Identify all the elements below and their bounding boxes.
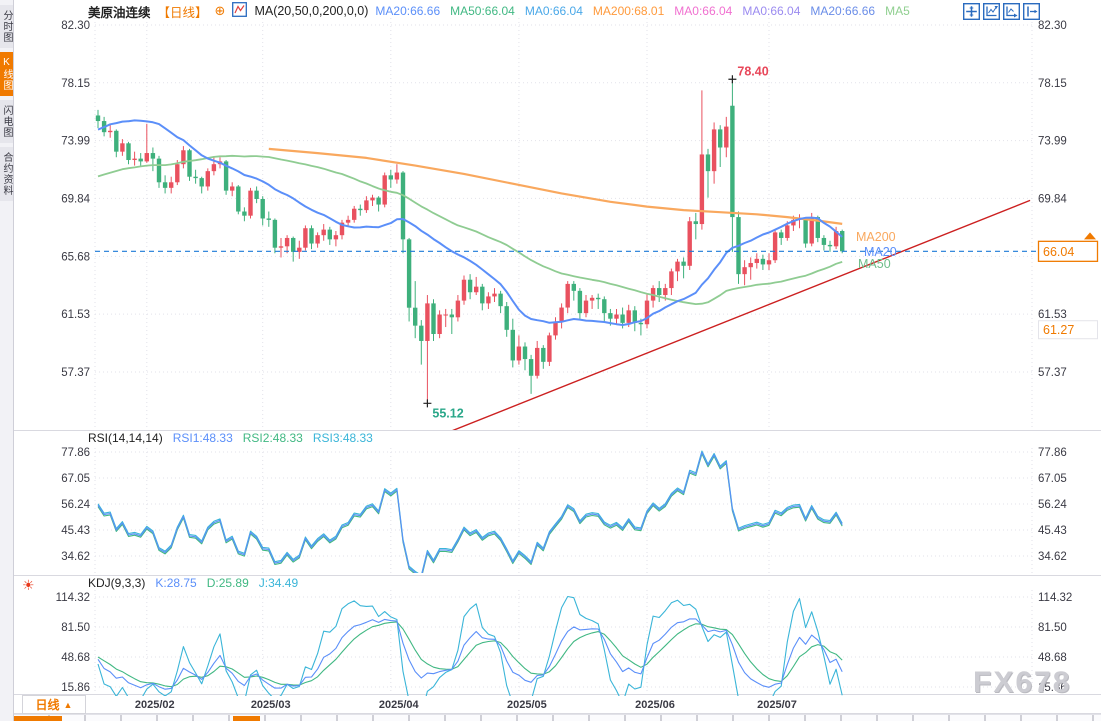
kdj-lines: [97, 595, 843, 696]
svg-text:2025/06: 2025/06: [635, 699, 675, 711]
ma-formula: MA(20,50,0,200,0,0): [254, 4, 369, 18]
candles-layer: [95, 79, 845, 404]
svg-text:34.62: 34.62: [61, 551, 90, 563]
right-axis-markers: 66.04 61.27: [1037, 232, 1099, 340]
svg-text:77.86: 77.86: [1038, 447, 1067, 459]
svg-text:78.40: 78.40: [737, 64, 768, 78]
svg-text:61.27: 61.27: [1043, 323, 1074, 337]
rsi-readout-1: RSI1:48.33: [172, 431, 233, 445]
rsi-title: RSI(14,14,14): [88, 431, 163, 445]
svg-text:34.62: 34.62: [1038, 551, 1067, 563]
svg-text:73.99: 73.99: [61, 136, 90, 148]
rsi-lines: [97, 450, 843, 573]
svg-text:67.05: 67.05: [1038, 473, 1067, 485]
period-selector-label: 日线: [35, 698, 60, 712]
svg-text:61.53: 61.53: [1038, 309, 1067, 321]
svg-text:78.15: 78.15: [61, 78, 90, 90]
indicator-settings-sun-icon[interactable]: ☀: [22, 577, 35, 593]
svg-text:2025/07: 2025/07: [757, 699, 797, 711]
svg-text:69.84: 69.84: [1038, 193, 1067, 205]
axis-labels: 82.30 82.30 78.15 78.15 73.99 73.99 69.84 69.84…: [56, 20, 1073, 711]
sidebar-tab-2[interactable]: K线图: [0, 52, 13, 96]
kdj-readout-3: J:34.49: [258, 576, 299, 590]
rsi-readout-2: RSI2:48.33: [242, 431, 303, 445]
rsi-panel-header: RSI(14,14,14) RSI1:48.33 RSI2:48.33 RSI3:4…: [88, 431, 373, 445]
ma-readout-4: MA200:68.01: [592, 4, 665, 18]
ma-readout-6: MA0:66.04: [742, 4, 801, 18]
left-sidebar: 分时图 K线图闪电图合约资料: [0, 0, 14, 721]
svg-text:114.32: 114.32: [56, 592, 90, 604]
time-scale-axis-icon[interactable]: [1003, 3, 1020, 20]
sidebar-tab-4[interactable]: 合约资料: [0, 147, 13, 201]
kdj-readouts: K:28.75 D:25.89 J:34.49: [155, 576, 298, 590]
svg-text:48.68: 48.68: [1038, 652, 1067, 664]
add-indicator-icon[interactable]: ⊕: [214, 3, 226, 18]
shift-chart-right-icon[interactable]: [1023, 3, 1040, 20]
period-selector[interactable]: 日线 ▲: [22, 695, 86, 714]
time-scrollbar[interactable]: [14, 714, 1101, 721]
ma-readouts: MA20:66.66 MA50:66.04 MA0:66.04 MA200:68.01…: [375, 4, 909, 18]
svg-text:45.43: 45.43: [1038, 525, 1067, 537]
svg-text:81.50: 81.50: [1038, 622, 1067, 634]
svg-text:56.24: 56.24: [1038, 499, 1067, 511]
svg-text:56.24: 56.24: [61, 499, 90, 511]
ma-readout-5: MA0:66.04: [674, 4, 733, 18]
crosshair-pan-icon[interactable]: [963, 3, 980, 20]
svg-text:2025/04: 2025/04: [379, 699, 420, 711]
rsi-readout-3: RSI3:48.33: [312, 431, 373, 445]
svg-text:15.86: 15.86: [61, 682, 90, 694]
svg-text:67.05: 67.05: [61, 473, 90, 485]
svg-text:MA200: MA200: [856, 230, 896, 244]
rsi-readouts: RSI1:48.33 RSI2:48.33 RSI3:48.33: [173, 431, 373, 445]
chart-type-icon[interactable]: [232, 2, 248, 20]
svg-text:78.15: 78.15: [1038, 78, 1067, 90]
svg-text:57.37: 57.37: [1038, 367, 1067, 379]
kdj-readout-1: K:28.75: [155, 576, 197, 590]
svg-text:2025/02: 2025/02: [135, 699, 175, 711]
svg-text:73.99: 73.99: [1038, 136, 1067, 148]
svg-text:48.68: 48.68: [61, 652, 90, 664]
svg-text:55.12: 55.12: [432, 406, 463, 420]
ma-readout-7: MA20:66.66: [810, 4, 876, 18]
svg-text:77.86: 77.86: [61, 447, 90, 459]
ma-readout-3: MA0:66.04: [524, 4, 583, 18]
svg-text:2025/05: 2025/05: [507, 699, 547, 711]
auto-scale-axis-icon[interactable]: [983, 3, 1000, 20]
trendline[interactable]: [447, 199, 1031, 432]
symbol-title: 美原油连续: [88, 5, 151, 20]
kdj-title: KDJ(9,3,3): [88, 576, 146, 590]
period-tag: 【日线】: [157, 5, 208, 20]
period-dropdown-arrow-icon: ▲: [63, 699, 73, 710]
svg-text:82.30: 82.30: [61, 20, 90, 32]
chart-topbar: 美原油连续 【日线】 ⊕ MA(20,50,0,200,0,0) MA20:66…: [88, 1, 910, 21]
svg-text:66.04: 66.04: [1043, 245, 1074, 259]
kdj-readout-2: D:25.89: [206, 576, 249, 590]
ma-readout-8: MA5: [885, 4, 910, 18]
scrollbar-thumb[interactable]: [14, 716, 62, 721]
svg-text:15.86: 15.86: [1038, 682, 1067, 694]
svg-text:81.50: 81.50: [61, 622, 90, 634]
svg-text:82.30: 82.30: [1038, 20, 1067, 32]
sidebar-tab-3[interactable]: 闪电图: [0, 100, 13, 143]
ma-readout-1: MA20:66.66: [375, 4, 441, 18]
ma-lines: [97, 119, 843, 326]
svg-text:2025/03: 2025/03: [251, 699, 291, 711]
svg-text:MA20: MA20: [864, 245, 897, 259]
svg-text:MA50: MA50: [858, 257, 891, 271]
ma-readout-2: MA50:66.04: [450, 4, 515, 18]
svg-text:69.84: 69.84: [61, 193, 90, 205]
gridlines: [14, 18, 1101, 714]
svg-text:65.68: 65.68: [61, 251, 90, 263]
sidebar-tab-1[interactable]: 分时图: [0, 5, 13, 48]
fx678-watermark: FX678: [973, 666, 1072, 699]
scrollbar-thumb[interactable]: [233, 716, 260, 721]
kdj-panel-header: KDJ(9,3,3) K:28.75 D:25.89 J:34.49: [88, 576, 298, 590]
chart-tools: [963, 3, 1040, 20]
svg-text:57.37: 57.37: [61, 367, 90, 379]
svg-text:45.43: 45.43: [61, 525, 90, 537]
svg-text:61.53: 61.53: [61, 309, 90, 321]
svg-text:114.32: 114.32: [1038, 592, 1072, 604]
